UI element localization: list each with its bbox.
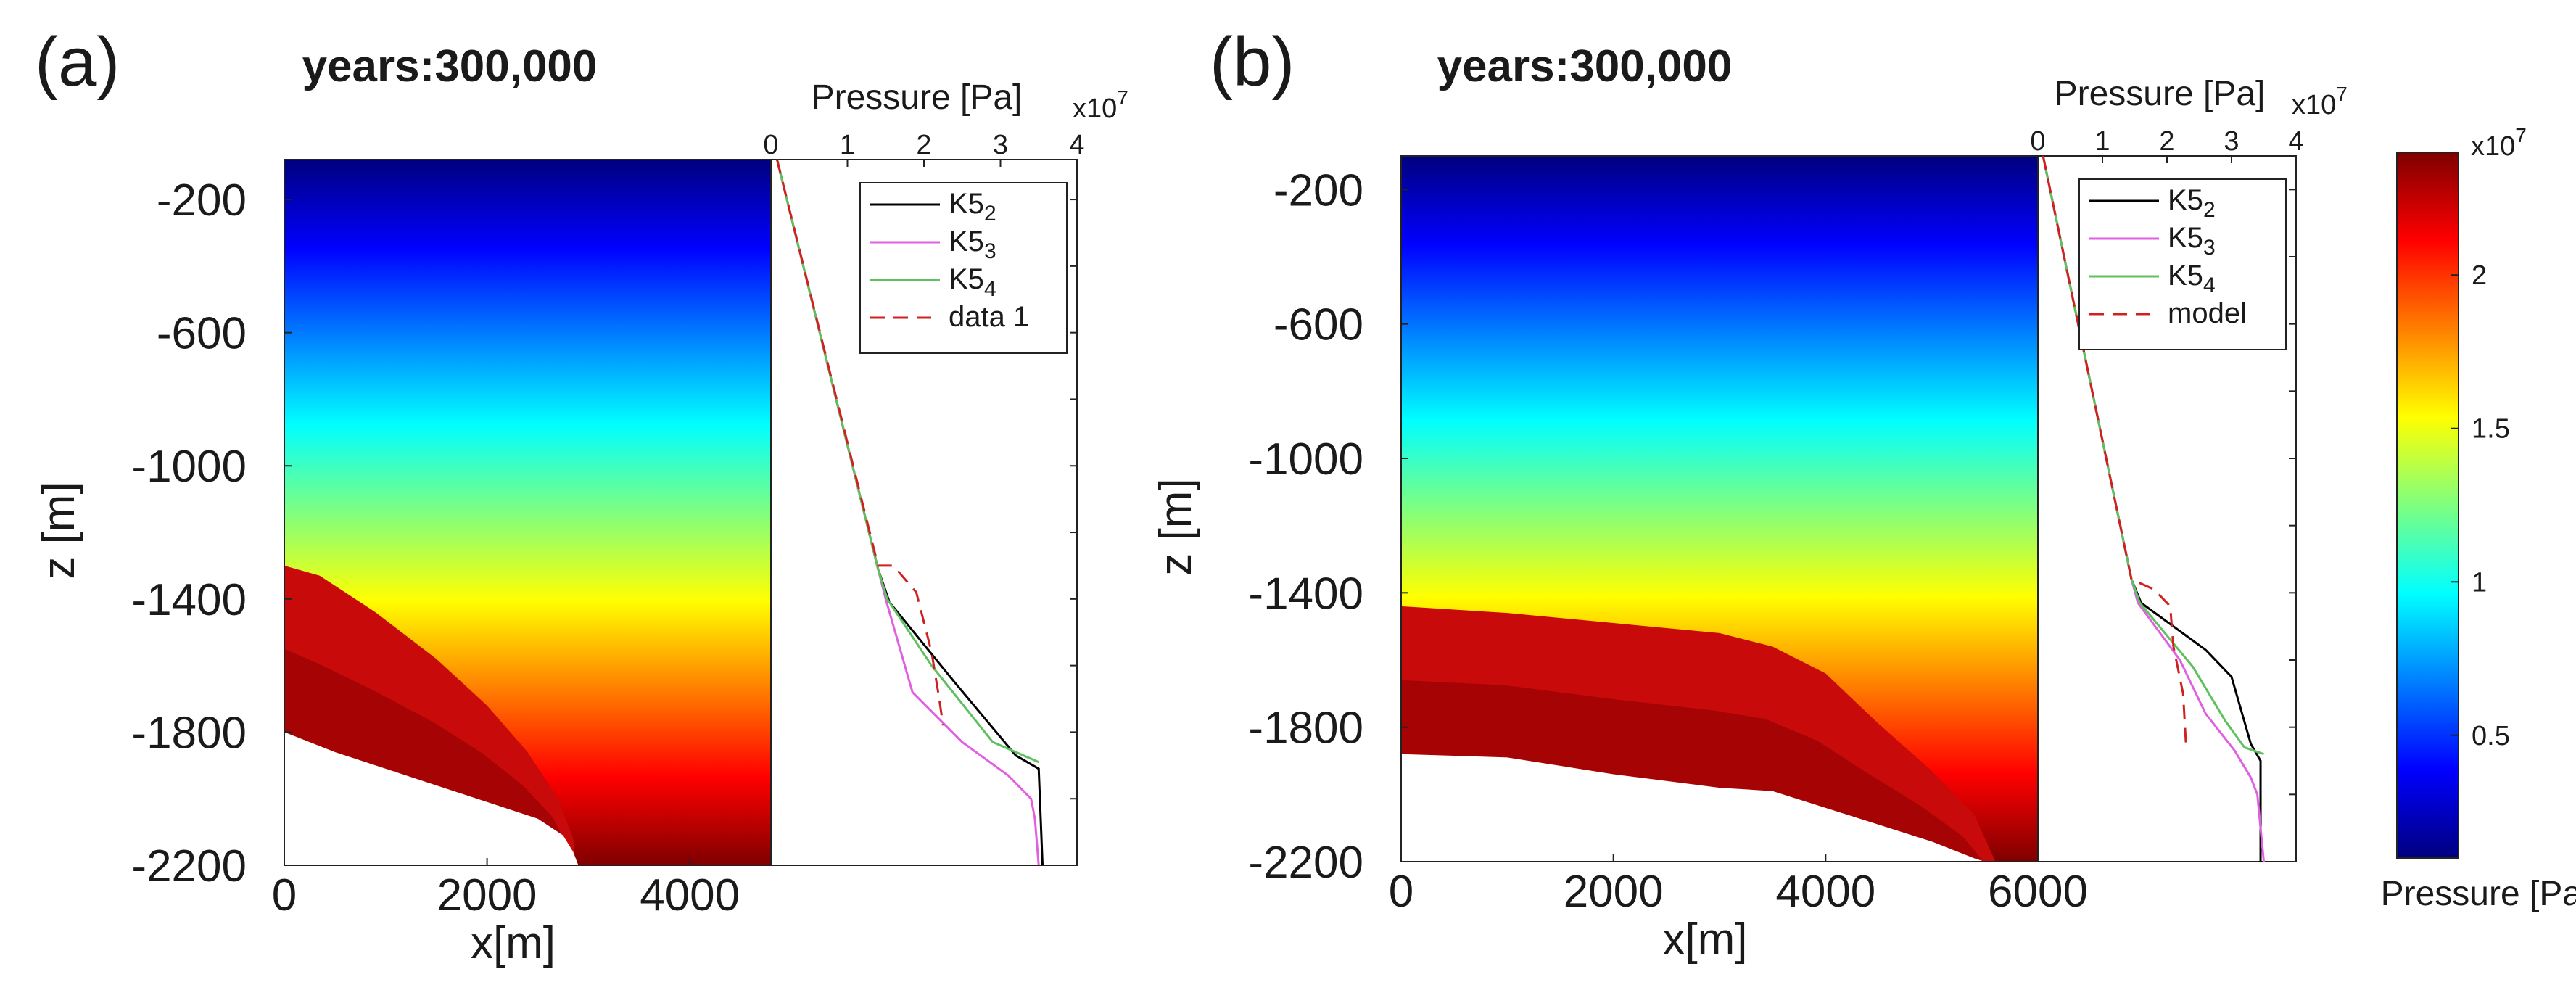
colorbar-bar [2396,152,2459,859]
series-line-model [2042,155,2188,751]
pressure-exponent: x107 [2292,83,2348,120]
pressure-map-a: 0 2000 4000 -200 -600 -1000 -1400 -1800 -2200 x[m… [34,159,772,968]
pressure-tick-label: 2 [2159,126,2174,157]
pressure-map-b: 0 2000 4000 6000 -200 -600 -1000 -1400 -1800 -220… [1151,155,2088,965]
x-tick-label: 2000 [437,870,537,920]
x-axis-label: x[m] [471,918,556,968]
unfilled-region [1401,754,1985,862]
series-line-k54 [2042,155,2264,756]
high-pressure-core [284,648,579,865]
legend-entry: K53 [949,226,996,263]
colorbar-label: Pressure [Pa] [2381,875,2576,913]
y-tick-label: -2200 [1248,838,1363,888]
pressure-tick-label: 2 [916,130,931,160]
unfilled-region [284,732,579,865]
legend-entry: K54 [2168,260,2216,297]
colorbar-tick-label: 1.5 [2472,414,2510,445]
panel-label-b: (b) [1210,23,1295,101]
pressure-tick-label: 1 [2094,126,2110,157]
pressure-tick-label: 4 [2288,126,2303,157]
pressure-tick-label: 3 [2224,126,2239,157]
y-tick-label: -1800 [131,708,247,758]
colorbar-tick-label: 1 [2472,567,2487,598]
y-tick-label: -200 [1273,165,1363,215]
x-tick-label: 4000 [1775,867,1875,917]
legend-entry: K52 [949,188,996,226]
title-a: years:300,000 [302,41,598,91]
x-tick-label: 2000 [1564,867,1664,917]
legend-box [859,182,1068,354]
legend-entry: model [2168,297,2247,329]
colorbar-exponent: x107 [2471,124,2527,162]
y-axis-label: z [m] [34,482,84,579]
y-tick-label: -600 [157,309,247,359]
pressure-axis-label: Pressure [Pa] [2055,75,2266,113]
legend-entry: K53 [2168,222,2216,260]
legend-entry: K52 [2168,184,2216,222]
pressure-tick-label: 0 [2030,126,2045,157]
pressure-tick-label: 1 [840,130,855,160]
y-tick-label: -1400 [1248,569,1363,619]
colorbar: x107 Pressure [Pa] 0.5 1 1.5 2 [2381,124,2576,913]
pressure-tick-label: 4 [1069,130,1084,160]
pressure-exponent: x107 [1073,86,1128,124]
x-tick-label: 6000 [1988,867,2088,917]
colorbar-tick-label: 0.5 [2472,721,2510,751]
pressure-tick-label: 3 [993,130,1008,160]
panel-a: (a) years:300,000 0 2000 4000 -200 -600 -1000… [34,23,1128,968]
x-tick-label: 0 [272,870,297,920]
panel-b: (b) years:300,000 0 2000 4000 6000 -200 -600 -… [1151,23,2348,965]
panel-label-a: (a) [35,23,120,101]
series-line-data-1 [775,159,944,726]
y-tick-label: -200 [157,176,247,226]
y-tick-label: -1400 [131,575,247,625]
y-tick-label: -1000 [131,442,247,492]
y-axis-label: z [m] [1151,478,1201,575]
pressure-tick-label: 0 [763,130,778,160]
x-tick-label: 4000 [640,870,740,920]
legend-box [2078,178,2287,350]
y-tick-label: -1000 [1248,434,1363,484]
high-pressure-core [1401,680,1985,862]
x-tick-label: 0 [1389,867,1413,917]
y-tick-label: -2200 [131,841,247,891]
title-b: years:300,000 [1437,41,1733,91]
y-tick-label: -1800 [1248,704,1363,754]
x-axis-label: x[m] [1662,915,1747,965]
pressure-axis-label: Pressure [Pa] [812,78,1023,117]
colorbar-tick-label: 2 [2472,260,2487,291]
y-tick-label: -600 [1273,300,1363,350]
legend-entry: K54 [949,263,996,301]
legend-entry: data 1 [949,301,1029,333]
